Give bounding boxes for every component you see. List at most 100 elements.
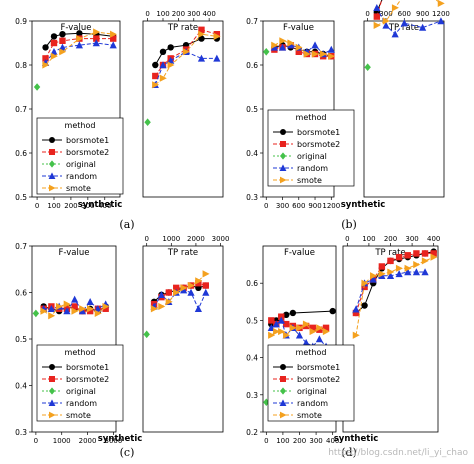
panel-0-label: (a) bbox=[119, 218, 134, 231]
panel-2-left-point-smote bbox=[94, 309, 102, 318]
panel-1-right-point-random bbox=[382, 21, 390, 29]
panel-2-left-point-random bbox=[63, 307, 71, 315]
panel-2-left-point-smote bbox=[63, 300, 71, 308]
panel-3-left-point-smote bbox=[316, 324, 324, 332]
panel-1-right-line-random bbox=[376, 7, 442, 35]
panel-3-left-point-borsmote2 bbox=[268, 317, 275, 324]
panel-0-right-point-original bbox=[144, 118, 151, 126]
panel-0-left-point-random bbox=[58, 43, 67, 51]
panel-2-left-point-smote bbox=[86, 305, 94, 313]
panel-2-left-point-original bbox=[32, 309, 40, 318]
panel-3-right-line-smote bbox=[355, 256, 434, 336]
panel-2-right-point-original bbox=[143, 330, 150, 339]
panel-0-left-xtick-label: 100 bbox=[47, 202, 60, 210]
panel-2-ytick-label: 0.5 bbox=[15, 335, 27, 344]
panel-3-left-point-random bbox=[277, 316, 285, 324]
panel-3-legend-label-borsmote1: borsmote1 bbox=[297, 363, 340, 372]
panel-3-left-point-smote bbox=[289, 324, 297, 332]
panel-3-right-point-smote bbox=[421, 257, 429, 265]
panel-3-right-point-borsmote2 bbox=[395, 253, 403, 261]
panel-1-left-xtick-label: 900 bbox=[308, 202, 321, 210]
panel-1-legend-label-original: original bbox=[297, 152, 327, 161]
panel-0-right-point-random bbox=[159, 61, 167, 69]
panel-0-right-xtick-label: 200 bbox=[172, 10, 185, 18]
panel-2-right-point-smote bbox=[150, 305, 158, 313]
panel-0-left-title: F-value bbox=[61, 23, 92, 33]
panel-3-ytick-label: 0.3 bbox=[246, 391, 258, 400]
panel-3-ytick-label: 0.4 bbox=[246, 354, 258, 363]
panel-0-left-point-borsmote1 bbox=[76, 30, 83, 37]
panel-0-left-line-random bbox=[45, 42, 114, 64]
panel-2-left-point-random bbox=[71, 295, 79, 303]
panel-1-left-point-random bbox=[278, 43, 287, 51]
panel-0-left-point-borsmote2 bbox=[59, 37, 66, 44]
panel-2-left-xtick-label: 3000 bbox=[105, 437, 123, 445]
panel-3-left-point-borsmote2 bbox=[283, 320, 290, 328]
panel-3-right-point-random bbox=[421, 268, 429, 276]
panel-3-right-point-smote bbox=[387, 268, 395, 276]
panel-3-left-point-random bbox=[315, 335, 324, 343]
panel-1-right-point-smote bbox=[391, 4, 399, 12]
panel-2-legend-label-borsmote2: borsmote2 bbox=[66, 375, 109, 384]
panel-0-right-xtick-label: 400 bbox=[202, 10, 215, 18]
panel-3-right-point-random bbox=[404, 268, 412, 276]
panel-0-right-xtick-label: 100 bbox=[156, 10, 169, 18]
panel-2-ytick-label: 0.6 bbox=[15, 289, 27, 298]
panel-1-right-xtick-label: 0 bbox=[365, 10, 369, 18]
panel-3-left-xtick-label: 400 bbox=[326, 437, 339, 445]
panel-2-left-point-random bbox=[86, 298, 94, 305]
panel-2-right-title: TP rate bbox=[167, 248, 198, 258]
panel-0-left-point-borsmote2 bbox=[42, 55, 49, 62]
panel-2-legend-marker-random bbox=[48, 399, 56, 406]
panel-3-right-point-random bbox=[352, 305, 360, 313]
panel-3-right-point-smote bbox=[404, 264, 412, 272]
panel-1-left-point-smote bbox=[295, 43, 303, 51]
panel-0-left-point-borsmote2 bbox=[50, 39, 58, 47]
panel-1-ytick-label: 0.4 bbox=[246, 149, 258, 158]
panel-1-right-point-random bbox=[437, 17, 445, 25]
panel-3-legend-marker-original bbox=[280, 387, 286, 395]
panel-2-left-title: F-value bbox=[59, 248, 90, 258]
panel-1-left-point-smote bbox=[319, 50, 327, 58]
panel-2-legend-label-original: original bbox=[66, 387, 96, 396]
panel-0-right-point-borsmote1 bbox=[152, 61, 159, 69]
panel-1-left-point-smote bbox=[287, 39, 295, 47]
panel-2-right-point-smote bbox=[202, 270, 210, 278]
panel-0-right-point-smote bbox=[159, 74, 167, 82]
panel-0-legend-box bbox=[36, 117, 124, 195]
panel-2-legend-marker-smote bbox=[49, 411, 56, 419]
panel-3-right-point-random bbox=[395, 270, 403, 278]
panel-3-left-line-borsmote2 bbox=[271, 315, 327, 331]
panel-0-ytick-label: 0.6 bbox=[15, 149, 27, 158]
panel-3-ytick-label: 0.2 bbox=[246, 428, 258, 437]
panel-0-right-point-random bbox=[213, 54, 221, 62]
panel-2-right-xtick-label: 0 bbox=[144, 235, 148, 243]
panel-0-left-point-random bbox=[92, 39, 100, 47]
panel-1-ytick-label: 0.5 bbox=[246, 105, 258, 114]
panel-3-left-xtick-label: 100 bbox=[276, 437, 289, 445]
panel-0-left-point-borsmote1 bbox=[50, 33, 58, 40]
panel-2-legend-marker-borsmote1 bbox=[49, 364, 55, 370]
panel-3-left-point-borsmote2 bbox=[309, 324, 316, 332]
panel-3-left-point-random bbox=[295, 331, 304, 339]
panel-3-right-xtick-label: 200 bbox=[384, 235, 397, 243]
panel-3-right-point-random bbox=[412, 268, 421, 276]
panel-3-ytick-label: 0.5 bbox=[246, 316, 258, 325]
panel-0-ytick-label: 0.8 bbox=[15, 61, 27, 70]
panel-1-right-point-random bbox=[373, 4, 381, 11]
panel-3-right-point-random bbox=[386, 271, 395, 279]
panel-0-right-point-smote bbox=[167, 61, 175, 69]
panel-0-left-point-borsmote2 bbox=[93, 35, 100, 42]
panel-3-right-title: TP rate bbox=[374, 248, 405, 258]
panel-2-left-point-random bbox=[78, 307, 86, 315]
panel-0-right-point-borsmote1 bbox=[167, 44, 174, 51]
panel-1-right-point-original bbox=[364, 63, 371, 71]
panel-3-left-point-borsmote1 bbox=[329, 307, 336, 315]
panel-2-right-point-borsmote2 bbox=[195, 280, 202, 287]
panel-3-left-point-borsmote2 bbox=[322, 324, 330, 332]
panel-2-left-point-smote bbox=[71, 307, 79, 315]
panel-0-legend-label-smote: smote bbox=[66, 184, 91, 193]
panel-2-right-point-borsmote2 bbox=[165, 289, 173, 296]
panel-0-right-point-smote bbox=[213, 32, 221, 40]
panel-0-legend-marker-borsmote2 bbox=[49, 149, 55, 155]
